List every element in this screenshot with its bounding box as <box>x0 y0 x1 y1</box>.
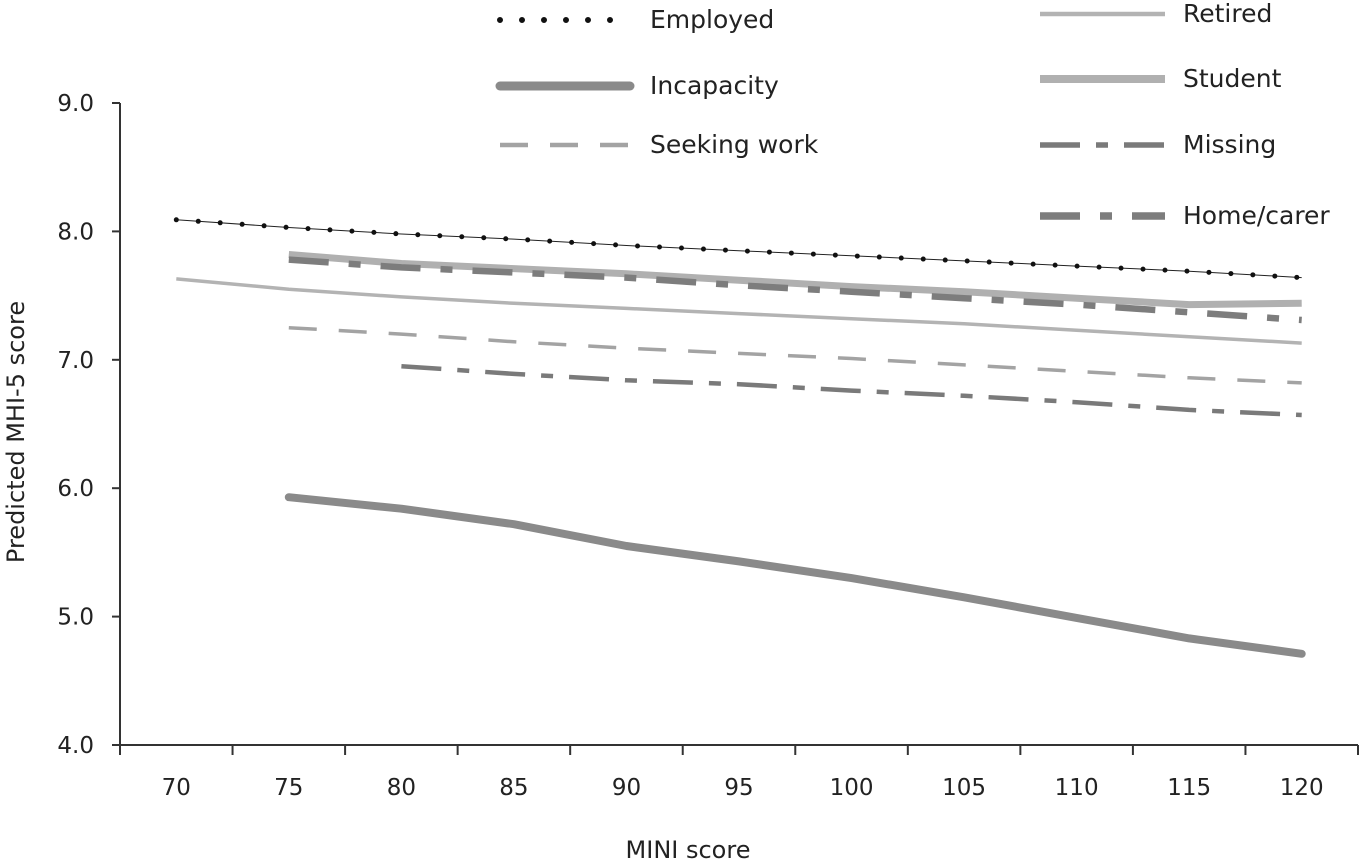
x-axis-title: MINI score <box>626 836 751 862</box>
x-tick-label: 85 <box>499 775 528 801</box>
legend-label-home-carer: Home/carer <box>1183 201 1330 230</box>
y-tick-label: 8.0 <box>57 219 94 245</box>
x-tick-label: 70 <box>162 775 191 801</box>
x-tick-label: 100 <box>830 775 874 801</box>
series-employed-trend <box>176 219 1302 279</box>
legend-label-retired: Retired <box>1183 0 1272 28</box>
y-axis-title: Predicted MHI-5 score <box>2 301 30 563</box>
y-tick-label: 6.0 <box>57 476 94 502</box>
y-tick-label: 7.0 <box>57 348 94 374</box>
legend-label-missing: Missing <box>1183 130 1276 159</box>
x-tick-label: 110 <box>1055 775 1099 801</box>
series-student-line <box>288 251 1302 309</box>
legend-label-employed: Employed <box>650 5 774 34</box>
legend: Employed Incapacity Seeking work Retired Stu… <box>495 0 1330 230</box>
series-layer <box>173 217 1306 658</box>
axes: 4.0 5.0 6.0 7.0 8.0 9.0 70 75 80 85 90 95 100 105 110 1… <box>57 91 1359 801</box>
x-tick-label: 115 <box>1167 775 1211 801</box>
series-retired-line <box>176 277 1302 345</box>
legend-label-seeking-work: Seeking work <box>650 130 819 159</box>
y-tick-label: 5.0 <box>57 605 94 631</box>
series-incapacity-line <box>284 493 1306 658</box>
x-tick-label: 120 <box>1280 775 1324 801</box>
series-seeking-work-line <box>288 325 1302 385</box>
legend-label-student: Student <box>1183 64 1282 93</box>
series-home-carer-line <box>288 256 1302 324</box>
x-tick-label: 80 <box>387 775 416 801</box>
x-tick-label: 90 <box>612 775 641 801</box>
x-tick-label: 75 <box>274 775 303 801</box>
legend-label-incapacity: Incapacity <box>650 71 779 100</box>
y-tick-label: 9.0 <box>57 91 94 117</box>
x-tick-label: 95 <box>724 775 753 801</box>
y-tick-label: 4.0 <box>57 733 94 759</box>
x-tick-label: 105 <box>942 775 986 801</box>
series-missing-line <box>401 363 1302 418</box>
